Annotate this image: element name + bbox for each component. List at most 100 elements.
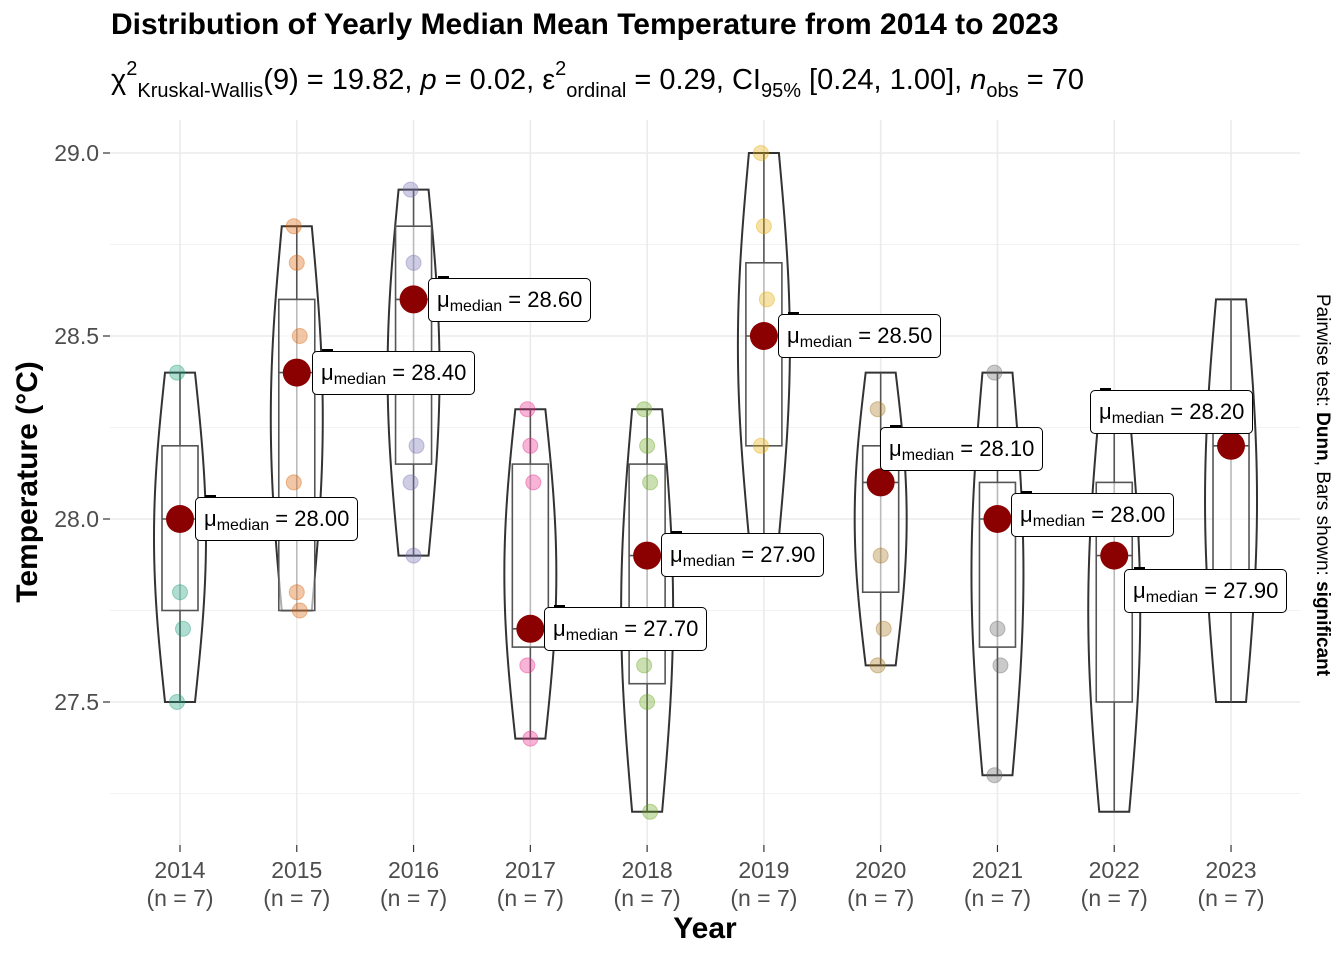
data-point xyxy=(285,218,302,235)
label-sub: median xyxy=(799,334,853,351)
eps-sup: 2 xyxy=(555,58,567,80)
label-value: = 27.90 xyxy=(1198,578,1279,603)
data-point xyxy=(869,657,886,674)
data-point xyxy=(405,547,422,564)
x-tick-label: 2021 xyxy=(972,857,1023,883)
n-symbol: n xyxy=(970,64,987,96)
data-point xyxy=(869,401,886,418)
label-sub: median xyxy=(565,627,619,644)
label-value: = 28.00 xyxy=(269,506,350,531)
box-2016 xyxy=(394,225,433,465)
mu-hat: μ xyxy=(437,276,450,321)
x-tick-label: 2017 xyxy=(505,857,556,883)
median-label-2019: μmedian = 28.50 xyxy=(778,312,942,358)
data-point xyxy=(522,730,539,747)
label-value: = 28.20 xyxy=(1164,399,1245,424)
label-value: = 27.90 xyxy=(735,542,816,567)
x-axis-title: Year xyxy=(673,912,737,945)
p-value: = 0.02, xyxy=(436,64,543,96)
data-point xyxy=(519,657,536,674)
caption-shown: significant xyxy=(1312,581,1333,677)
median-point-2017 xyxy=(516,614,545,643)
data-point xyxy=(285,474,302,491)
data-point xyxy=(402,181,419,198)
data-point xyxy=(408,437,425,454)
label-value: = 27.70 xyxy=(618,616,699,641)
ci-label: CI xyxy=(731,64,761,96)
median-point-2021 xyxy=(983,505,1012,533)
data-point xyxy=(752,145,769,161)
label-sub: median xyxy=(682,553,736,570)
data-point xyxy=(986,767,1003,784)
median-point-2023 xyxy=(1217,431,1246,460)
label-sub: median xyxy=(216,517,270,534)
data-point xyxy=(291,328,308,344)
x-tick-label: 2015 xyxy=(271,857,322,883)
data-point xyxy=(872,547,889,564)
median-point-2022 xyxy=(1100,541,1129,570)
median-label-2015: μmedian = 28.40 xyxy=(312,349,476,395)
x-tick-label: 2023 xyxy=(1205,857,1256,883)
data-point xyxy=(288,254,305,271)
violin-2020 xyxy=(853,371,908,667)
median-point-2016 xyxy=(399,285,428,314)
mu-hat: μ xyxy=(1099,388,1112,433)
caption-prefix: Pairwise test: xyxy=(1312,293,1333,413)
data-point xyxy=(639,694,656,710)
chi-symbol: χ xyxy=(111,64,127,96)
median-label-2023: μmedian = 28.20 xyxy=(1090,388,1254,434)
mu-hat: μ xyxy=(787,312,800,357)
data-point xyxy=(636,657,653,674)
eps-sub: ordinal xyxy=(566,80,627,102)
data-point xyxy=(752,437,769,454)
chi-sup: 2 xyxy=(126,58,138,80)
x-tick-count: (n = 7) xyxy=(263,885,330,911)
y-tick-label: 27.5 xyxy=(54,689,99,715)
median-point-2020 xyxy=(866,468,895,497)
chi-value: (9) = 19.82, xyxy=(263,64,421,96)
mu-hat: μ xyxy=(889,425,902,470)
median-label-2017: μmedian = 27.70 xyxy=(544,605,708,651)
x-tick-count: (n = 7) xyxy=(1081,885,1148,911)
y-tick-label: 29.0 xyxy=(54,140,99,166)
chart-title: Distribution of Yearly Median Mean Tempe… xyxy=(111,8,1059,41)
ci-sub: 95% xyxy=(760,80,801,102)
x-tick-count: (n = 7) xyxy=(497,885,564,911)
y-tick-label: 28.5 xyxy=(54,323,99,349)
box-2019 xyxy=(745,261,783,447)
p-symbol: p xyxy=(420,64,437,96)
data-point xyxy=(169,694,185,710)
median-point-2019 xyxy=(749,322,778,350)
label-sub: median xyxy=(333,371,387,388)
data-point xyxy=(522,437,539,454)
mu-hat: μ xyxy=(204,495,217,540)
caption-test: Dunn xyxy=(1312,412,1333,461)
data-point xyxy=(755,218,772,235)
data-point xyxy=(986,364,1003,381)
data-point xyxy=(291,602,308,619)
caption-mid: , Bars shown: xyxy=(1312,460,1333,582)
x-tick-count: (n = 7) xyxy=(146,885,213,911)
label-value: = 28.60 xyxy=(502,287,583,312)
mu-hat: μ xyxy=(553,605,566,650)
eps-value: = 0.29, xyxy=(626,64,732,96)
data-point xyxy=(405,254,422,271)
data-point xyxy=(175,620,191,637)
median-point-2015 xyxy=(282,358,311,387)
median-point-2014 xyxy=(166,505,194,533)
violin-2017 xyxy=(503,408,558,740)
median-label-2020: μmedian = 28.10 xyxy=(880,425,1044,471)
median-label-2022: μmedian = 27.90 xyxy=(1124,567,1288,613)
label-sub: median xyxy=(1111,410,1165,427)
label-sub: median xyxy=(449,298,503,315)
data-point xyxy=(519,401,536,418)
data-point xyxy=(639,437,656,454)
data-point xyxy=(288,584,305,601)
x-tick-count: (n = 7) xyxy=(1197,885,1264,911)
violin-2014 xyxy=(152,371,208,703)
ci-value: [0.24, 1.00], xyxy=(800,64,971,96)
x-tick-label: 2014 xyxy=(154,857,205,883)
data-point xyxy=(169,364,185,381)
data-point xyxy=(642,803,659,820)
